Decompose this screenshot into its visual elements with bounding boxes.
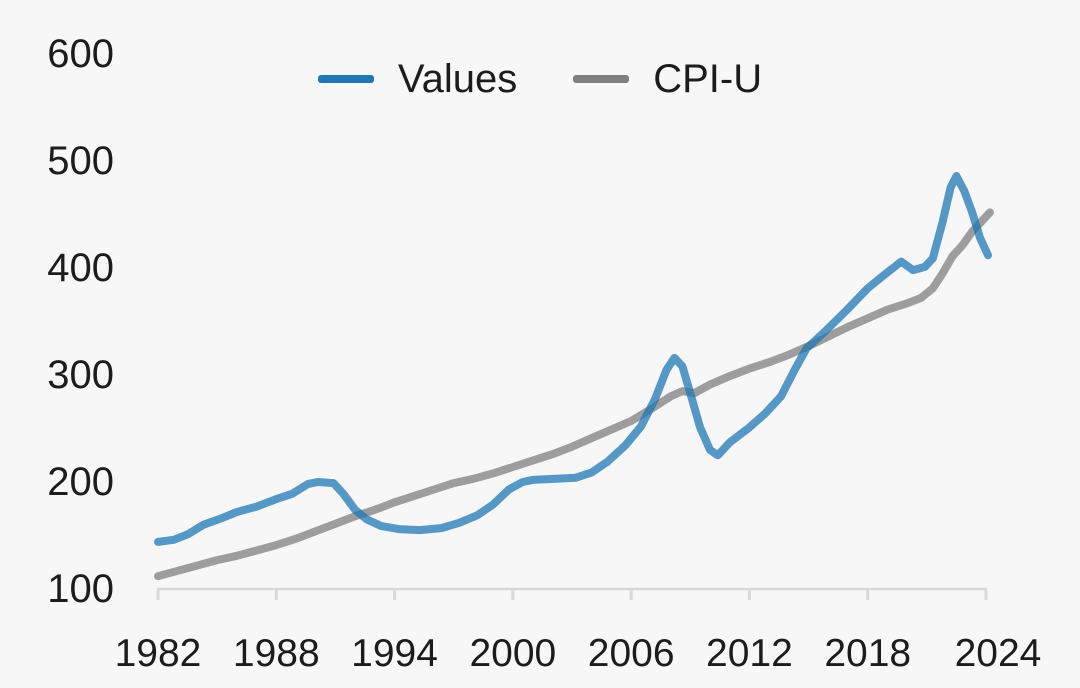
y-tick-label-400: 400 <box>47 246 114 290</box>
x-tick-label-2024: 2024 <box>954 632 1042 675</box>
legend-swatch-cpi-u <box>573 75 630 83</box>
y-tick-label-200: 200 <box>47 460 114 504</box>
y-tick-label-100: 100 <box>47 567 114 611</box>
legend-item-cpi-u: CPI-U <box>573 59 762 99</box>
legend-swatch-values <box>317 75 374 83</box>
legend-item-values: Values <box>317 57 518 101</box>
chart-legend: Values CPI-U <box>0 48 1080 110</box>
legend-label-values: Values <box>397 57 518 101</box>
x-tick-label-2006: 2006 <box>587 632 675 675</box>
x-tick-label-2000: 2000 <box>469 632 557 675</box>
x-tick-label-1982: 1982 <box>114 632 202 675</box>
x-tick-label-2018: 2018 <box>824 632 912 675</box>
x-tick-label-1988: 1988 <box>232 632 320 675</box>
series-line-values <box>154 172 992 546</box>
y-tick-label-500: 500 <box>47 139 114 183</box>
y-tick-label-300: 300 <box>47 353 114 397</box>
legend-label-cpi-u: CPI-U <box>653 57 763 101</box>
y-tick-label-600: 600 <box>47 32 114 76</box>
x-tick-label-1994: 1994 <box>351 632 438 675</box>
series-line-cpi-u <box>154 208 994 581</box>
x-tick-label-2012: 2012 <box>706 632 793 675</box>
